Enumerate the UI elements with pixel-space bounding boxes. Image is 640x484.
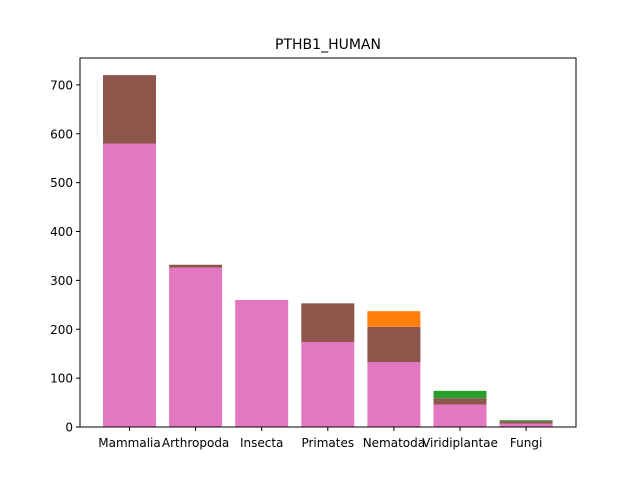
y-tick-label: 300 [50,274,73,288]
y-tick-label: 600 [50,127,73,141]
x-tick-label-primates: Primates [301,436,354,450]
y-tick-label: 500 [50,176,73,190]
x-tick-label-insecta: Insecta [240,436,283,450]
y-tick-label: 700 [50,78,73,92]
x-axis: Mammalia Arthropoda Insecta Primates Nematod… [98,427,542,450]
bar-fungi-series-1 [499,423,553,427]
bar-nematoda-series-1 [367,362,421,427]
y-tick-label: 0 [65,421,73,435]
x-tick-label-mammalia: Mammalia [98,436,160,450]
x-tick-label-fungi: Fungi [510,436,542,450]
bar-primates-series-2 [301,303,355,342]
bar-viridiplantae-series-3 [433,390,487,399]
plot-frame [79,57,577,428]
bar-nematoda-series-4 [367,311,421,327]
bar-insecta-series-1 [235,299,289,427]
bar-fungi-series-2 [499,421,553,424]
x-tick-label-arthropoda: Arthropoda [162,436,229,450]
bar-arthropoda-series-2 [169,264,223,268]
bar-nematoda-series-2 [367,326,421,362]
bar-primates-series-1 [301,341,355,427]
y-axis: 0 100 200 300 400 500 600 700 [50,78,80,435]
bar-viridiplantae-series-2 [433,398,487,405]
bar-mammalia-series-1 [103,143,156,427]
x-tick-label-viridiplantae: Viridiplantae [422,436,498,450]
bar-viridiplantae-series-1 [433,404,487,427]
bar-mammalia-series-2 [103,75,156,144]
y-tick-label: 100 [50,372,73,386]
chart-title: PTHB1_HUMAN [275,37,381,53]
bar-arthropoda-series-1 [169,267,223,427]
bar-fungi-series-3 [499,420,553,422]
x-tick-label-nematoda: Nematoda [363,436,425,450]
y-tick-label: 400 [50,225,73,239]
bars-group [103,75,553,427]
y-tick-label: 200 [50,323,73,337]
